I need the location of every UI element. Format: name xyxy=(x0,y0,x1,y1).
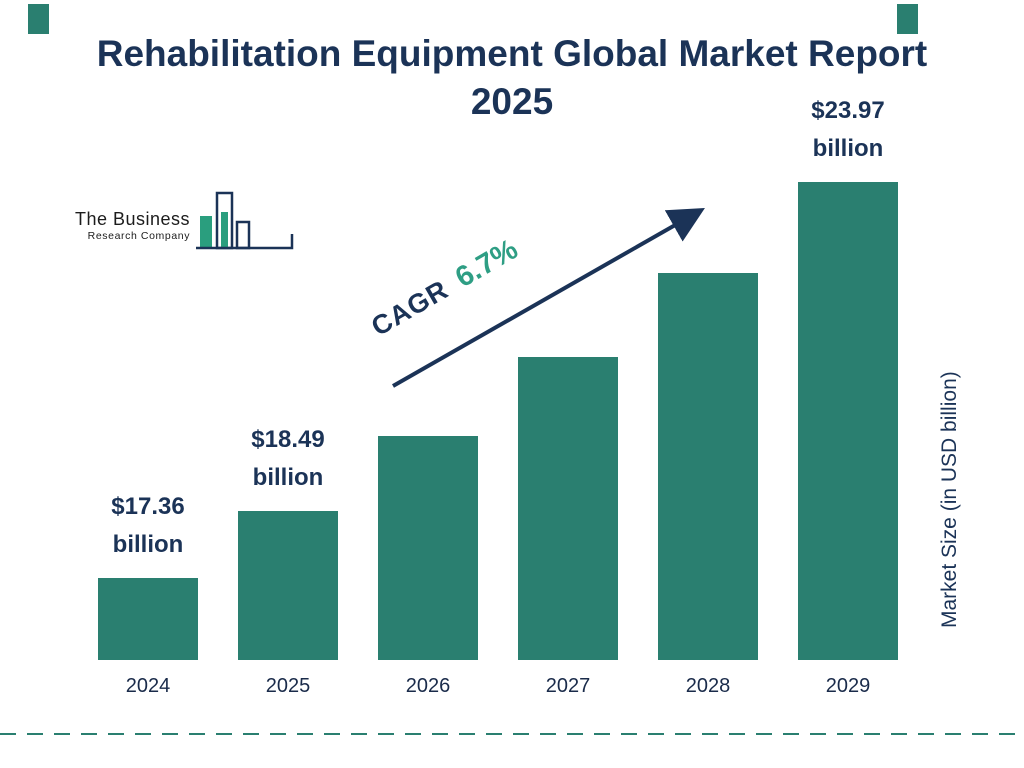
value-label-2025: $18.49 billion xyxy=(203,421,373,497)
value-label-2024: $17.36 billion xyxy=(63,488,233,564)
x-tick-2028: 2028 xyxy=(685,675,731,697)
bar-group-2024: $17.36 billion 2024 xyxy=(98,140,198,697)
bar-group-2026: 2026 xyxy=(378,140,478,697)
bar-2028 xyxy=(658,273,758,660)
value-amount: $18.49 xyxy=(251,426,325,454)
logo-bar-chart-icon xyxy=(196,191,294,250)
logo-text: The Business Research Company xyxy=(75,209,190,252)
value-label-2029: $23.97 billion xyxy=(763,92,933,168)
bar-chart: $17.36 billion 2024 $18.49 billion 2025 2026 20… xyxy=(98,97,898,697)
corner-accent-left xyxy=(28,4,49,34)
x-tick-2024: 2024 xyxy=(125,675,171,697)
bar-group-2028: 2028 xyxy=(658,140,758,697)
logo-text-secondary: Research Company xyxy=(87,230,191,242)
bar-2029 xyxy=(798,182,898,660)
bar-2026 xyxy=(378,436,478,660)
y-axis-label: Market Size (in USD billion) xyxy=(938,371,961,629)
bar-2024 xyxy=(98,578,198,660)
bottom-dashed-divider xyxy=(0,733,1024,735)
x-tick-2026: 2026 xyxy=(405,675,451,697)
company-logo: The Business Research Company xyxy=(75,190,296,252)
corner-accent-right xyxy=(897,4,918,34)
x-tick-2025: 2025 xyxy=(265,675,311,697)
value-unit: billion xyxy=(252,464,324,492)
value-unit: billion xyxy=(112,531,184,559)
value-unit: billion xyxy=(812,135,884,163)
logo-text-primary: The Business xyxy=(75,209,191,229)
bar-group-2027: 2027 xyxy=(518,140,618,697)
x-tick-2027: 2027 xyxy=(545,675,591,697)
bars-container: $17.36 billion 2024 $18.49 billion 2025 2026 20… xyxy=(98,97,898,697)
page-title: Rehabilitation Equipment Global Market R… xyxy=(96,33,928,123)
bar-2027 xyxy=(518,357,618,660)
x-tick-2029: 2029 xyxy=(825,675,871,697)
value-amount: $23.97 xyxy=(811,97,885,125)
bar-group-2029: $23.97 billion 2029 xyxy=(798,97,898,697)
bar-group-2025: $18.49 billion 2025 xyxy=(238,140,338,697)
bar-2025 xyxy=(238,511,338,660)
value-amount: $17.36 xyxy=(111,493,185,521)
